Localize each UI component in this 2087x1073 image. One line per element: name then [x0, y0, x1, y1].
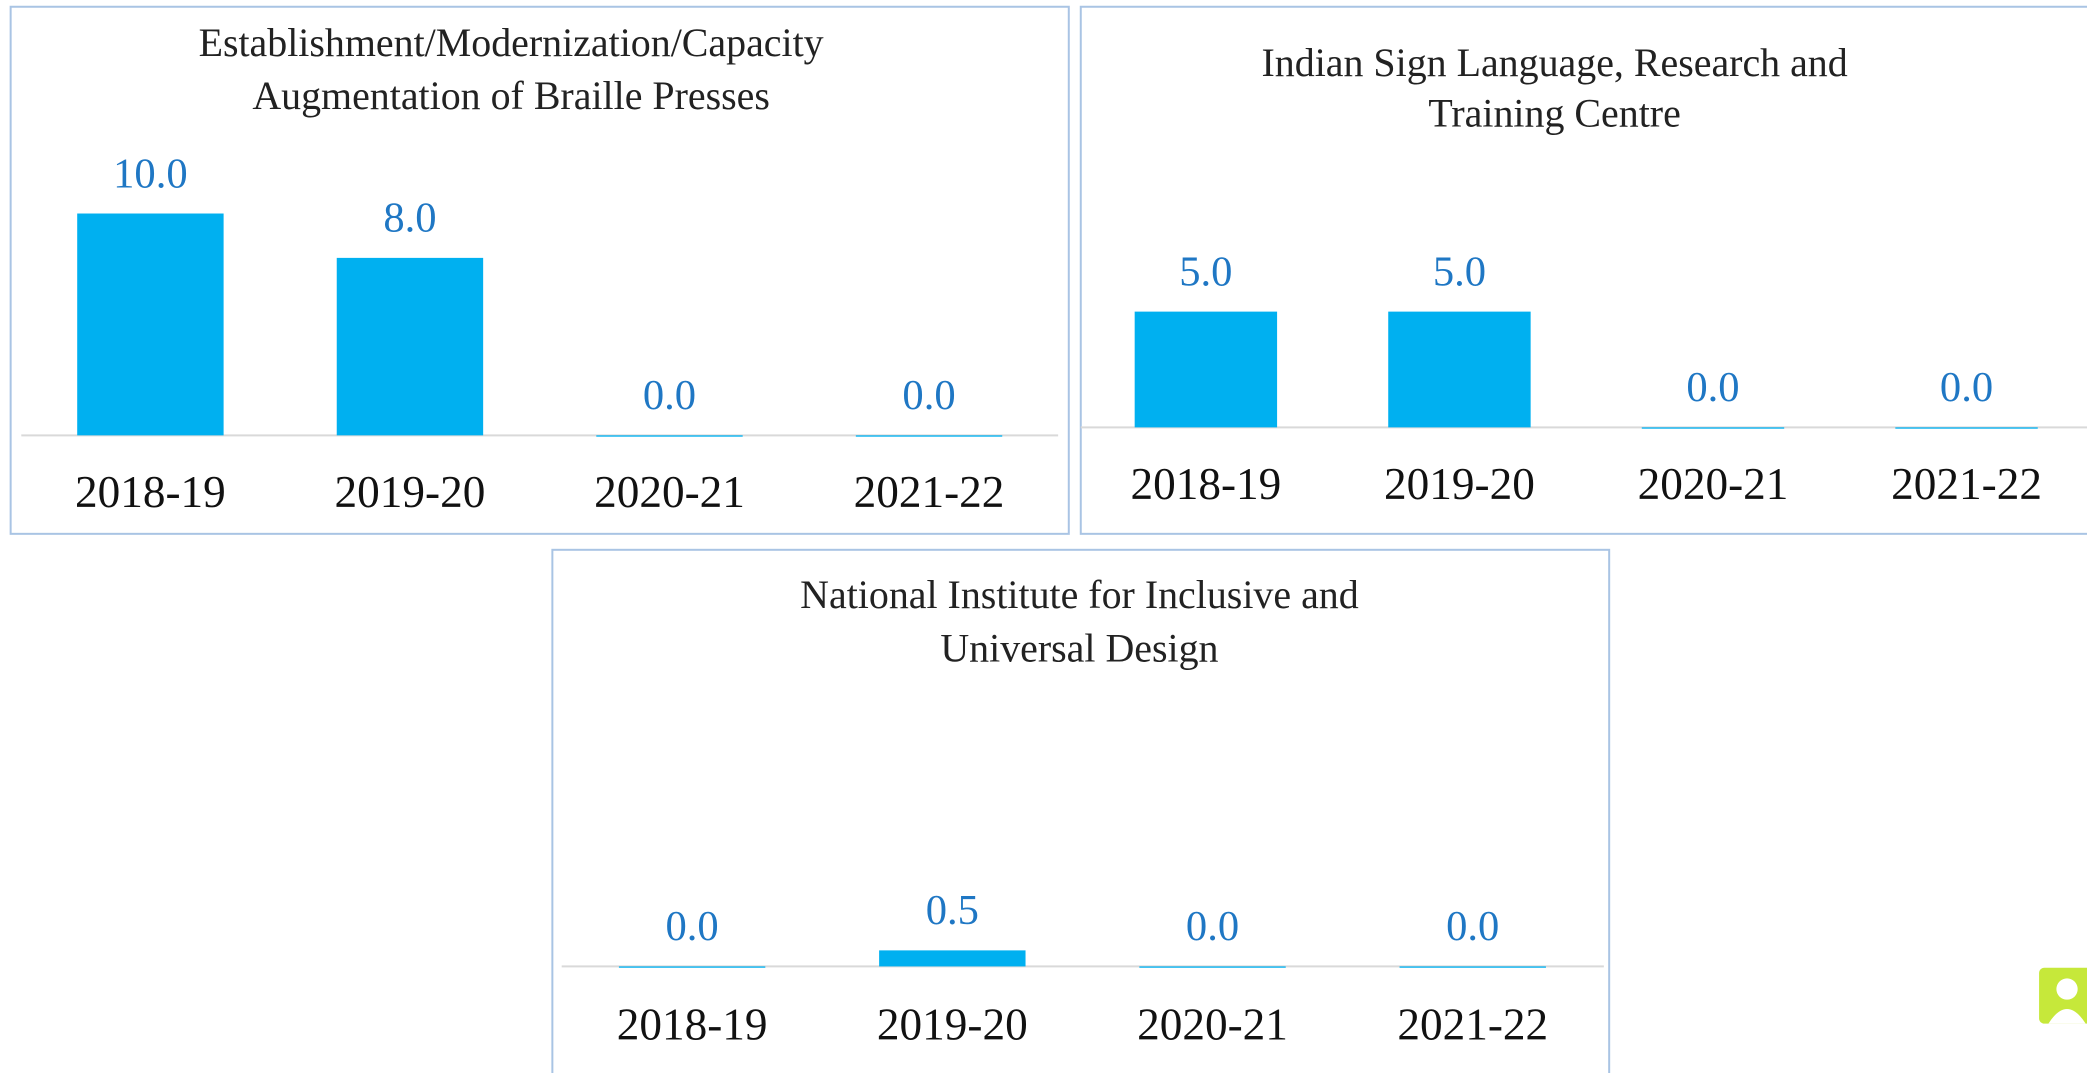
chart-title: Universal Design: [940, 625, 1218, 670]
data-label: 5.0: [1179, 248, 1232, 295]
chart-title: National Institute for Inclusive and: [800, 572, 1359, 617]
chart-title: Training Centre: [1428, 90, 1680, 135]
bar: [596, 435, 743, 437]
bar: [1895, 427, 2038, 429]
data-label: 0.0: [902, 372, 955, 419]
bar: [1641, 427, 1785, 429]
chart-title: Establishment/Modernization/Capacity: [199, 20, 824, 65]
user-icon: [2039, 967, 2087, 1024]
x-tick-label: 2018-19: [75, 467, 226, 517]
bar: [1139, 966, 1286, 968]
x-tick-label: 2018-19: [1130, 459, 1281, 509]
data-label: 0.0: [666, 903, 719, 950]
data-label: 0.0: [1446, 903, 1499, 950]
x-tick-label: 2019-20: [1384, 459, 1535, 509]
x-tick-label: 2019-20: [335, 467, 486, 517]
data-label: 0.0: [1186, 903, 1239, 950]
bar: [855, 435, 1003, 437]
bar: [1388, 311, 1531, 428]
bar: [336, 257, 484, 436]
bar: [1399, 966, 1546, 968]
bar: [618, 966, 766, 968]
x-tick-label: 2020-21: [1638, 459, 1789, 509]
x-tick-label: 2020-21: [1137, 999, 1288, 1049]
data-label: 0.5: [926, 887, 979, 934]
bar: [77, 213, 224, 436]
bar: [879, 950, 1026, 967]
data-label: 0.0: [643, 372, 696, 419]
data-label: 10.0: [113, 150, 188, 197]
data-label: 5.0: [1433, 248, 1486, 295]
x-tick-label: 2021-22: [1397, 999, 1548, 1049]
x-tick-label: 2021-22: [854, 467, 1005, 517]
panel: [1079, 5, 2087, 535]
bar: [1134, 311, 1278, 428]
chart-title: Augmentation of Braille Presses: [252, 73, 770, 118]
x-tick-label: 2018-19: [617, 999, 768, 1049]
x-tick-label: 2019-20: [877, 999, 1028, 1049]
x-tick-label: 2021-22: [1891, 459, 2042, 509]
panel: [551, 548, 1611, 1073]
chart-title: Indian Sign Language, Research and: [1262, 40, 1848, 85]
x-tick-label: 2020-21: [594, 467, 745, 517]
data-label: 8.0: [383, 195, 436, 242]
data-label: 0.0: [1940, 364, 1993, 411]
data-label: 0.0: [1686, 364, 1739, 411]
